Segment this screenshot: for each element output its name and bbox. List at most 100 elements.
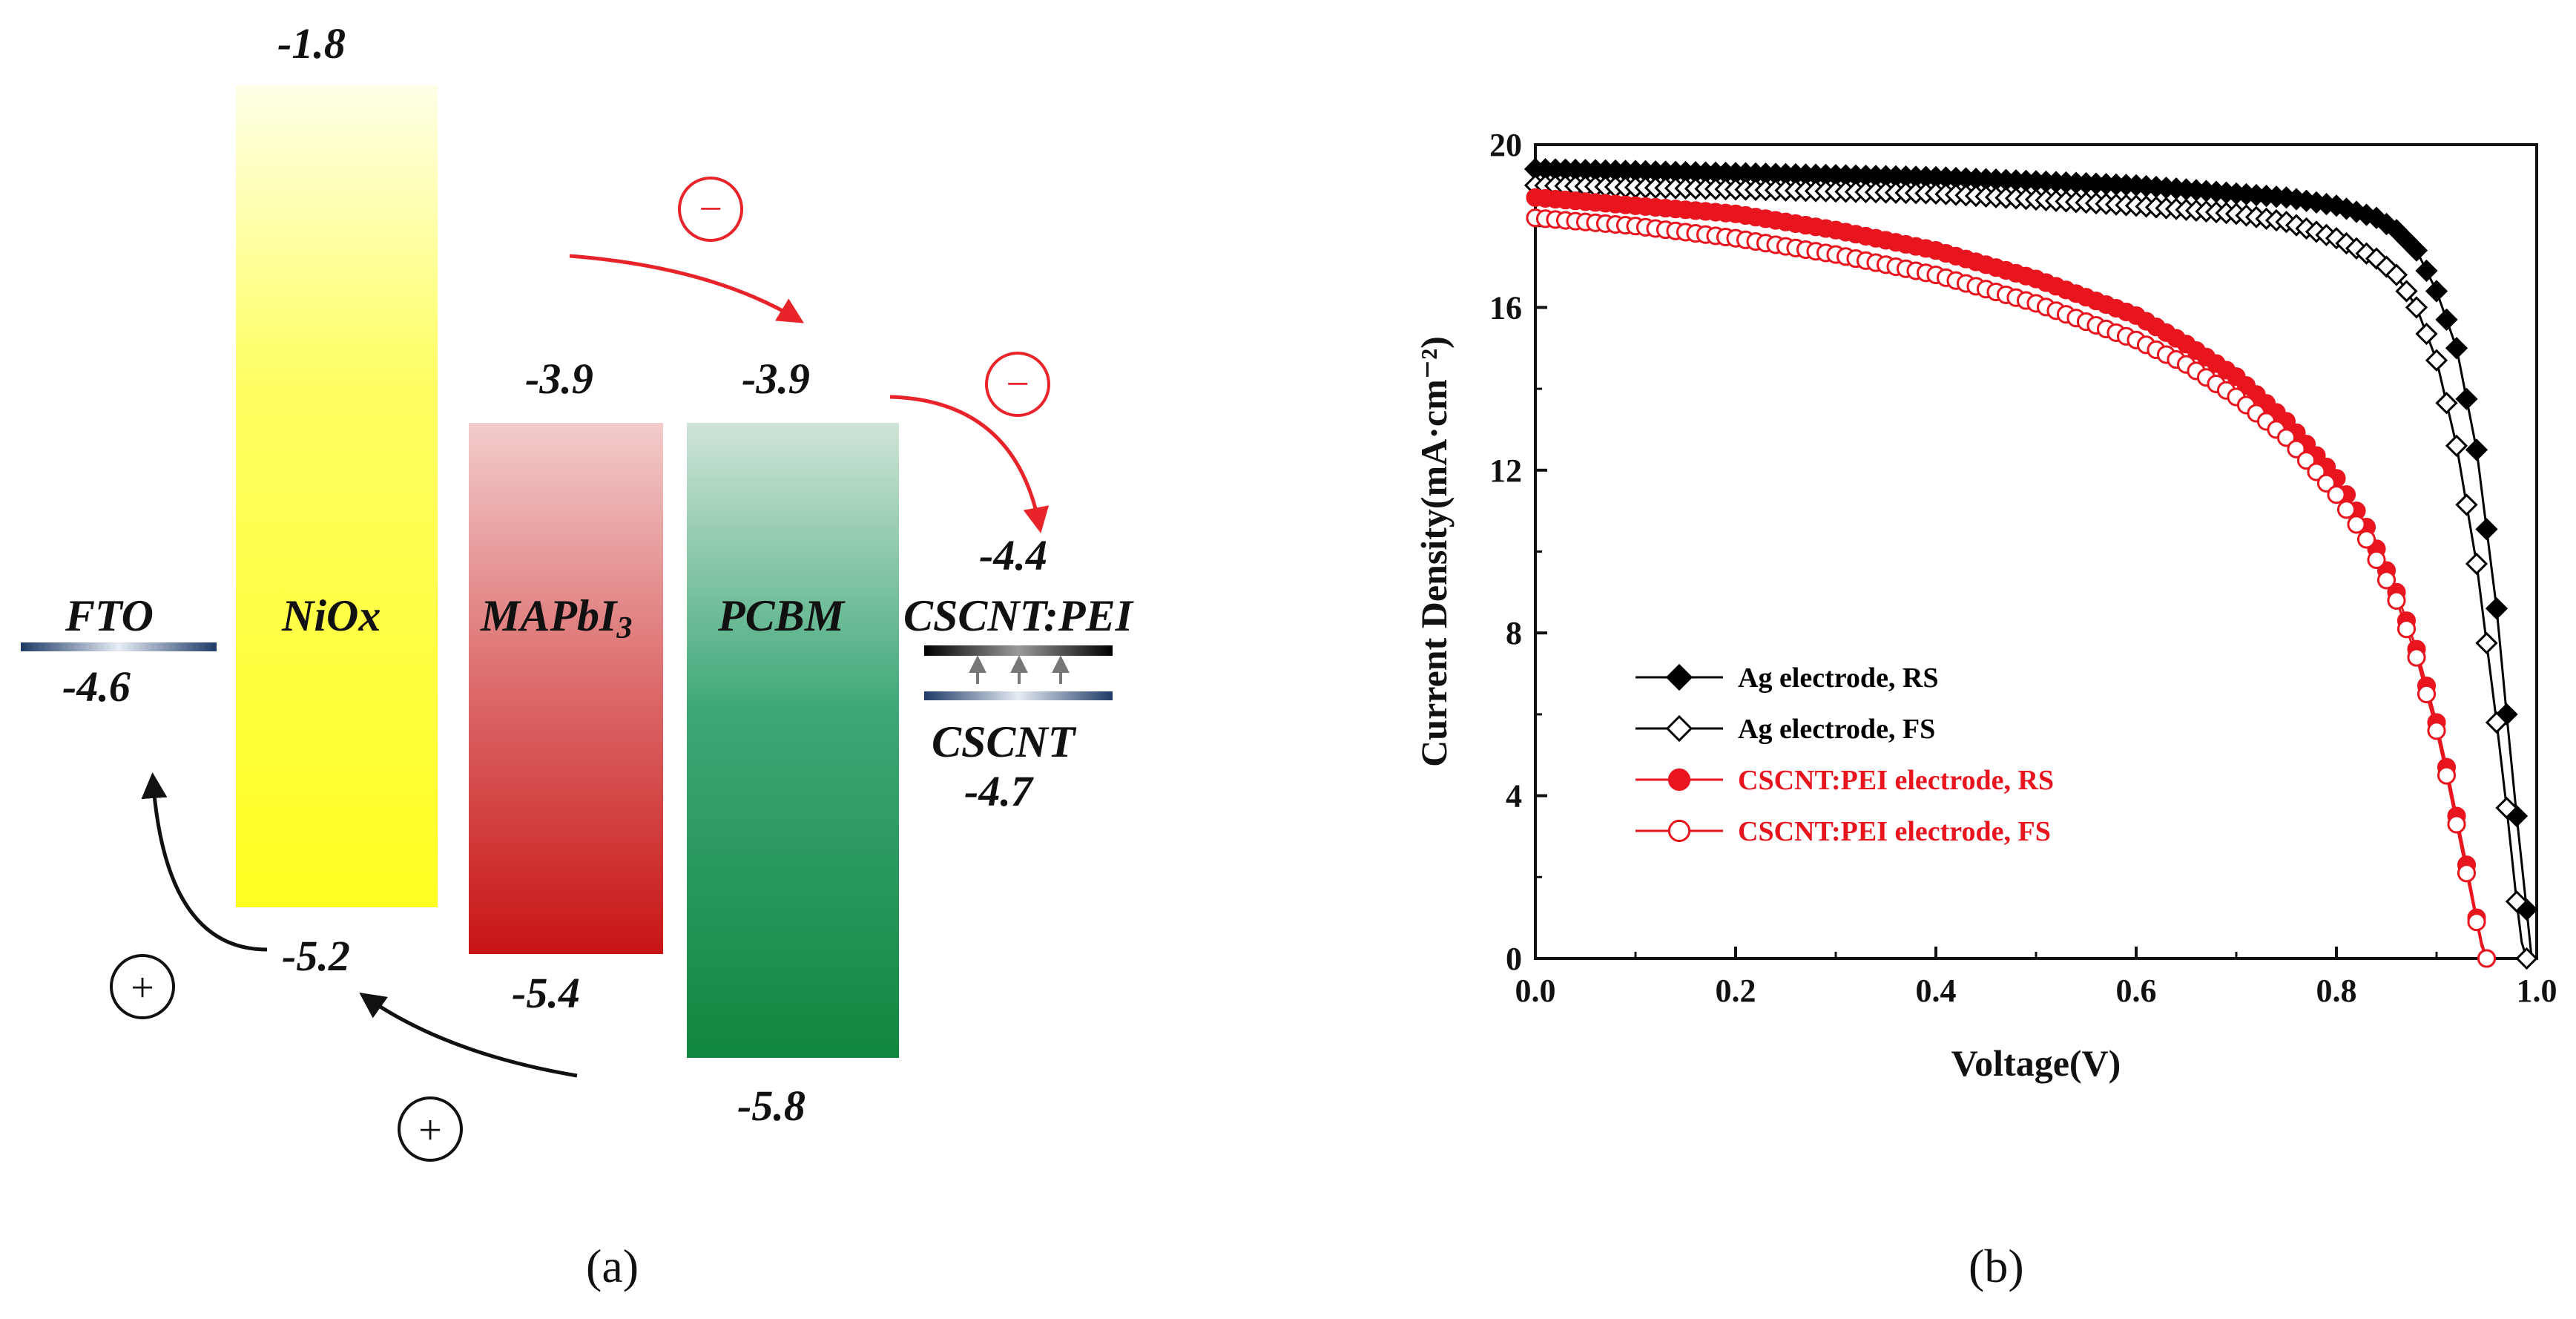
electron-arrow-1 — [569, 254, 804, 323]
series-3 — [1526, 188, 2497, 968]
hole-arrow-2 — [141, 772, 268, 952]
y-tick-label: 20 — [1489, 127, 1522, 163]
cscnt-level-line — [924, 691, 1113, 700]
y-tick-label: 8 — [1506, 615, 1522, 651]
y-tick-label: 4 — [1506, 778, 1522, 815]
data-point — [2425, 280, 2448, 303]
data-point — [2455, 493, 2478, 516]
data-point — [2475, 518, 2498, 541]
data-point — [2465, 552, 2488, 576]
panel-a-caption: (a) — [586, 1240, 639, 1292]
legend-label: CSCNT:PEI electrode, RS — [1738, 765, 2054, 796]
svg-text:+: + — [131, 965, 154, 1011]
data-point — [2515, 947, 2538, 970]
svg-text:+: + — [418, 1108, 442, 1154]
mapbi3-bottom-energy: -5.4 — [512, 969, 580, 1017]
data-point — [2477, 949, 2497, 968]
cscnt-label: CSCNT — [932, 717, 1077, 766]
mapbi3-bar — [469, 423, 663, 954]
data-point — [2347, 515, 2366, 534]
data-point — [2355, 242, 2378, 265]
data-point — [2495, 796, 2518, 820]
legend-item-1: Ag electrode, RS — [1635, 662, 1939, 694]
pcbm-label: PCBM — [717, 591, 846, 640]
data-point — [2445, 434, 2468, 458]
data-point — [2447, 815, 2466, 834]
data-point — [2276, 428, 2296, 447]
pcbm-top-energy: -3.9 — [742, 355, 810, 403]
niox-bar — [236, 85, 438, 907]
data-point — [2485, 711, 2509, 734]
x-tick-label: 0.8 — [2316, 973, 2357, 1009]
x-tick-label: 0.0 — [1515, 973, 1556, 1009]
data-point — [2405, 296, 2428, 319]
mapbi3-label: MAPbI3 — [480, 591, 632, 645]
data-point — [2367, 550, 2386, 570]
data-point — [2435, 308, 2458, 331]
data-point — [2415, 259, 2438, 283]
data-point — [2296, 451, 2316, 470]
data-point — [2485, 597, 2509, 620]
legend-item-2: Ag electrode, FS — [1635, 714, 1935, 745]
hole-icon-1: + — [110, 954, 175, 1019]
fto-energy: -4.6 — [62, 662, 131, 711]
data-point — [2395, 280, 2418, 303]
electron-icon-1: − — [678, 177, 743, 242]
data-point — [1667, 819, 1691, 843]
data-point — [2405, 239, 2428, 262]
x-tick-label: 0.4 — [1916, 973, 1957, 1009]
jv-chart: 0.0 0.2 0.4 0.6 0.8 1.0 0 4 8 12 16 20 Ag electrode… — [1413, 127, 2557, 1292]
niox-label: NiOx — [281, 591, 381, 640]
electron-arrow-2 — [889, 395, 1050, 533]
data-point — [2445, 337, 2468, 360]
data-point — [2397, 619, 2417, 639]
data-point — [2467, 912, 2486, 932]
legend-label: CSCNT:PEI electrode, FS — [1738, 816, 2051, 847]
pcbm-bottom-energy: -5.8 — [737, 1082, 806, 1130]
data-point — [2455, 387, 2478, 410]
cscnt-pei-level-line — [924, 645, 1113, 656]
cscnt-energy: -4.7 — [964, 767, 1034, 815]
cscnt-pei-energy: -4.4 — [979, 531, 1047, 579]
niox-top-energy: -1.8 — [277, 19, 346, 68]
data-point — [2457, 864, 2477, 883]
data-point — [1665, 663, 1693, 691]
legend-item-4: CSCNT:PEI electrode, FS — [1635, 816, 2051, 847]
svg-text:−: − — [699, 186, 722, 232]
legend-label: Ag electrode, RS — [1738, 662, 1939, 694]
data-point — [2427, 721, 2446, 740]
data-point — [2385, 263, 2408, 286]
data-point — [2387, 591, 2406, 610]
data-point — [2415, 322, 2438, 346]
x-axis-label: Voltage(V) — [1951, 1042, 2121, 1084]
data-point — [2356, 530, 2376, 549]
legend-item-3: CSCNT:PEI electrode, RS — [1635, 765, 2054, 796]
x-tick-label: 0.6 — [2116, 973, 2157, 1009]
data-point — [2407, 648, 2426, 667]
data-point — [2417, 684, 2437, 704]
y-tick-label: 16 — [1489, 289, 1522, 326]
svg-text:−: − — [1006, 361, 1030, 407]
fto-label: FTO — [65, 591, 154, 640]
y-tick-label: 12 — [1489, 453, 1522, 489]
panel-b-caption: (b) — [1969, 1240, 2024, 1292]
chart-legend: Ag electrode, RS Ag electrode, FS CSCNT:PE… — [1635, 662, 2054, 847]
chart-axes: 0.0 0.2 0.4 0.6 0.8 1.0 0 4 8 12 16 20 — [1489, 127, 2557, 1009]
data-point — [2425, 349, 2448, 372]
mapbi3-top-energy: -3.9 — [525, 355, 593, 403]
data-point — [2307, 462, 2326, 481]
fto-level-line — [21, 642, 217, 651]
data-point — [2316, 473, 2336, 493]
x-tick-label: 0.2 — [1716, 973, 1756, 1009]
series-line — [1535, 217, 2488, 959]
electron-icon-2: − — [985, 352, 1050, 417]
legend-label: Ag electrode, FS — [1738, 714, 1935, 745]
data-point — [2505, 890, 2529, 913]
data-point — [2287, 439, 2306, 458]
x-tick-label: 1.0 — [2517, 973, 2557, 1009]
pcbm-bar — [687, 423, 899, 1058]
series-4 — [1526, 208, 2497, 968]
y-tick-label: 0 — [1506, 941, 1522, 977]
data-point — [2376, 570, 2397, 590]
